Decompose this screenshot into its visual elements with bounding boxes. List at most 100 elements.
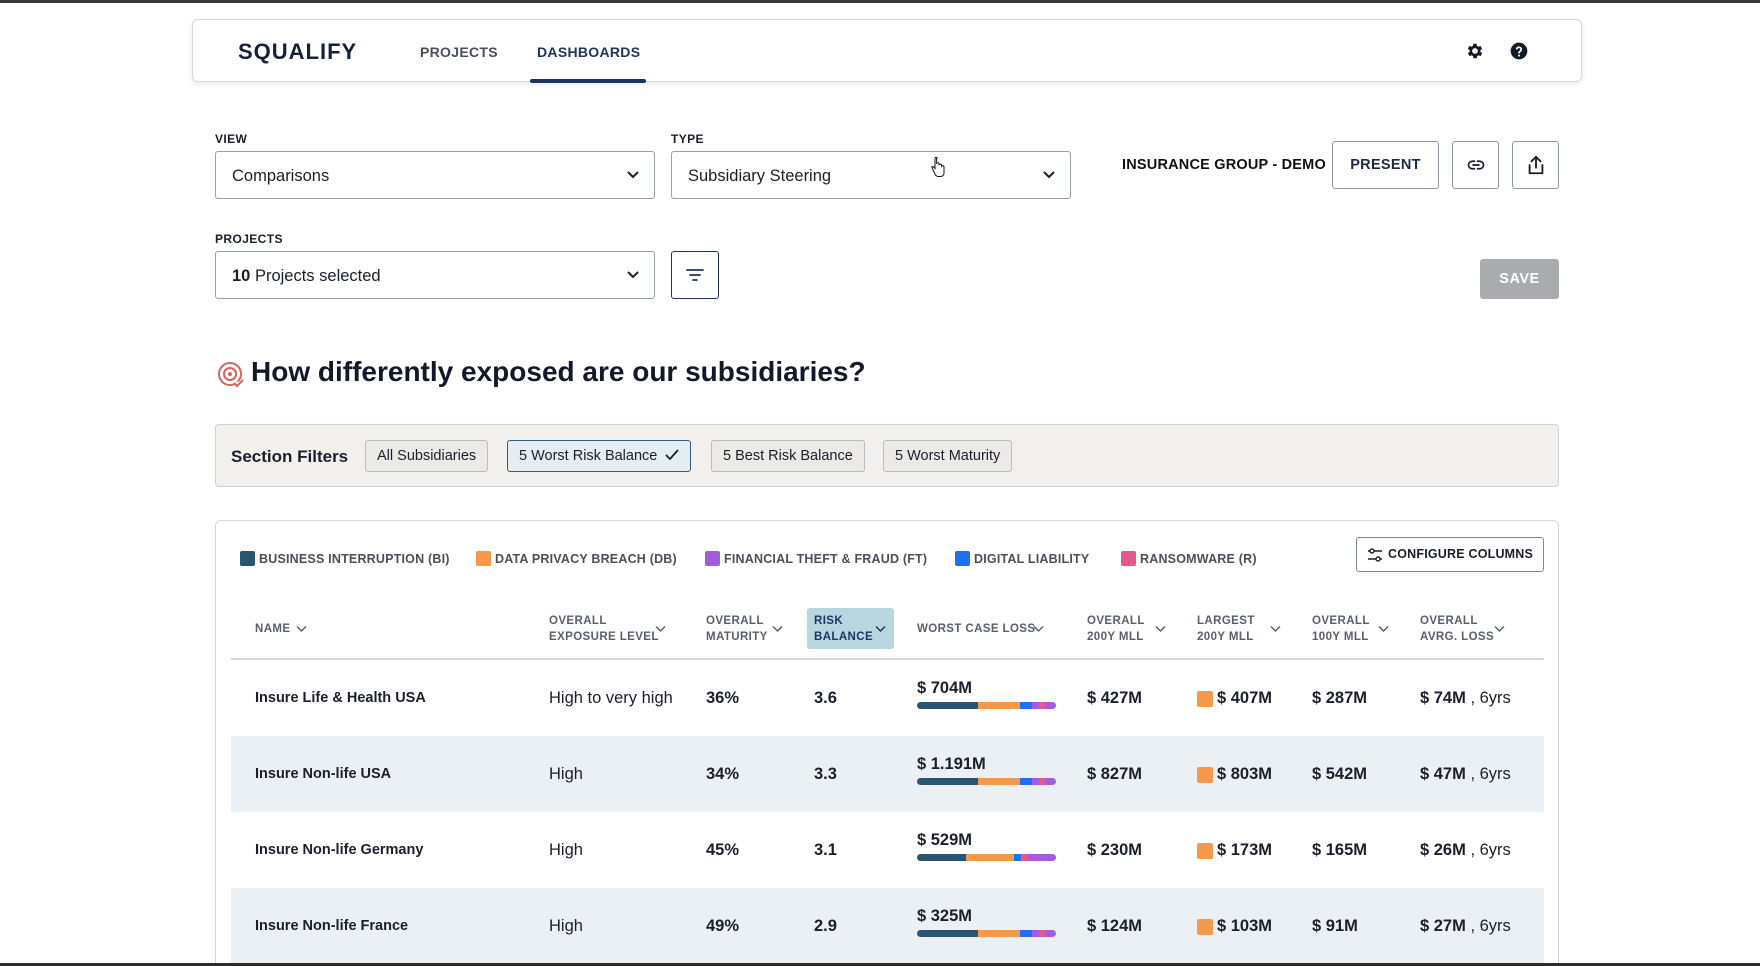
chevron-down-icon [1494,625,1505,633]
table-row[interactable]: Insure Non-life USA High 34% 3.3 $ 1.191… [231,736,1544,812]
sliders-icon [1368,548,1382,562]
col-header-overall-100y[interactable]: OVERALL 100Y MLL [1312,613,1370,645]
loss-split-segment [1039,778,1045,785]
copy-link-button[interactable] [1452,141,1499,189]
filter-chip-all[interactable]: All Subsidiaries [365,440,489,472]
loss-split-bar [917,778,1056,785]
col-header-text: OVERALL [1312,615,1370,627]
row-mll-100: $ 91M [1312,917,1358,935]
row-risk-balance: 3.3 [814,765,837,783]
col-header-text: OVERALL [549,615,607,627]
table-row[interactable]: Insure Non-life France High 49% 2.9 $ 32… [231,888,1544,964]
chevron-down-icon [1155,625,1166,633]
logo[interactable]: SQUALIFY [238,39,358,64]
row-mll-200: $ 124M [1087,917,1143,935]
col-header-text: OVERALL [706,615,764,627]
row-name[interactable]: Insure Non-life Germany [255,842,424,858]
legend-dl: DIGITAL LIABILITY [955,551,1089,566]
avg-loss-years: , 6yrs [1470,841,1511,859]
loss-split-bar [917,930,1056,937]
share-button[interactable] [1512,141,1559,189]
share-icon [1528,155,1544,175]
avg-loss-years: , 6yrs [1470,765,1511,783]
col-header-worst-case-loss[interactable]: WORST CASE LOSS [917,621,1035,637]
row-exposure: High [549,917,583,935]
loss-split-segment [1028,854,1056,861]
loss-split-segment [1044,930,1056,937]
loss-split-segment [917,930,979,937]
section-filters: Section Filters All Subsidiaries 5 Worst… [215,424,1559,487]
chip-label: 5 Worst Maturity [895,448,1001,464]
filter-chip-worst-maturity[interactable]: 5 Worst Maturity [883,440,1013,472]
chevron-down-icon [772,625,783,633]
active-nav-indicator [530,79,646,83]
type-label: TYPE [671,132,704,146]
nav-dashboards[interactable]: DASHBOARDS [537,44,641,60]
help-icon[interactable] [1509,41,1529,61]
section-title: How differently exposed are our subsidia… [251,356,866,387]
col-header-text: BALANCE [814,631,874,643]
filter-chip-worst-risk[interactable]: 5 Worst Risk Balance [507,440,692,472]
active-sort-highlight [807,608,894,649]
row-mll-100: $ 287M [1312,689,1368,707]
projects-select[interactable]: 10 Projects selected [215,251,655,299]
loss-split-segment [1021,854,1029,861]
col-header-text: WORST CASE LOSS [917,623,1036,635]
legend-swatch [476,551,491,566]
avg-loss-value: $ 74M [1420,689,1466,707]
row-worst-case-loss: $ 1.191M [917,755,986,773]
gear-icon[interactable] [1465,41,1485,61]
loss-split-segment [917,854,966,861]
type-value: Subsidiary Steering [688,167,832,185]
row-mll-200: $ 427M [1087,689,1143,707]
col-header-text: MATURITY [706,631,768,643]
col-header-overall-200y[interactable]: OVERALL 200Y MLL [1087,613,1145,645]
save-button[interactable]: SAVE [1480,259,1559,299]
col-header-text: OVERALL [1420,615,1478,627]
bottom-edge [0,963,1760,966]
col-header-exposure[interactable]: OVERALL EXPOSURE LEVEL [549,613,659,645]
projects-label: PROJECTS [215,232,283,246]
loss-split-segment [1044,702,1056,709]
col-header-risk-balance[interactable]: RISK BALANCE [814,613,873,645]
row-risk-balance: 3.1 [814,841,837,859]
row-largest-200: $ 173M [1217,841,1273,859]
loss-split-segment [1039,702,1045,709]
loss-split-segment [1039,930,1045,937]
loss-split-segment [1032,702,1040,709]
row-worst-case-loss: $ 325M [917,907,973,925]
chip-label: 5 Worst Risk Balance [519,448,658,464]
chevron-down-icon [1378,625,1389,633]
col-header-avg-loss[interactable]: OVERALL AVRG. LOSS [1420,613,1494,645]
table-row[interactable]: Insure Non-life Germany High 45% 3.1 $ 5… [231,812,1544,888]
loss-split-segment [978,778,1020,785]
chevron-down-icon [875,625,886,633]
configure-columns-button[interactable]: CONFIGURE COLUMNS [1356,537,1544,572]
col-header-text: 200Y MLL [1087,631,1144,643]
check-icon [665,449,680,461]
row-worst-case-loss: $ 529M [917,831,973,849]
row-name[interactable]: Insure Non-life USA [255,766,392,782]
largest-category-swatch [1197,691,1213,707]
type-select[interactable]: Subsidiary Steering [671,151,1071,199]
col-header-name[interactable]: NAME [255,621,290,637]
filter-chip-best-risk[interactable]: 5 Best Risk Balance [711,440,865,472]
loss-split-segment [1014,854,1022,861]
row-name[interactable]: Insure Non-life France [255,918,409,934]
avg-loss-years: , 6yrs [1470,917,1511,935]
nav-projects[interactable]: PROJECTS [420,44,498,60]
row-largest-200: $ 407M [1217,689,1273,707]
table-row[interactable]: Insure Life & Health USA High to very hi… [231,660,1544,736]
legend-db: DATA PRIVACY BREACH (DB) [476,551,677,566]
loss-split-bar [917,702,1056,709]
loss-split-segment [978,930,1020,937]
col-header-largest-200y[interactable]: LARGEST 200Y MLL [1197,613,1255,645]
row-name[interactable]: Insure Life & Health USA [255,690,426,706]
present-button[interactable]: PRESENT [1332,141,1439,189]
filter-button[interactable] [671,251,719,299]
avg-loss-value: $ 26M [1420,841,1466,859]
loss-split-segment [1032,930,1040,937]
view-select[interactable]: Comparisons [215,151,655,199]
col-header-maturity[interactable]: OVERALL MATURITY [706,613,768,645]
largest-category-swatch [1197,843,1213,859]
